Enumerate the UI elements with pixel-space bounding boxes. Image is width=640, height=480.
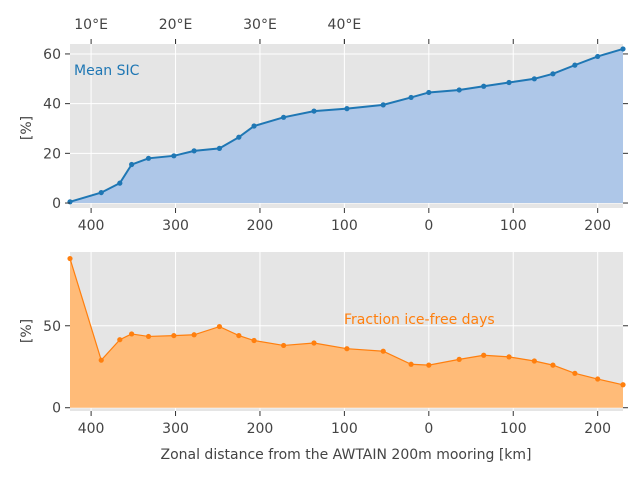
top-xtick-label: 100 xyxy=(331,218,358,234)
bottom-data-point xyxy=(550,362,556,368)
bottom-data-point xyxy=(117,337,123,343)
top-xtick-label: 0 xyxy=(424,218,433,234)
bottom-data-point xyxy=(456,356,462,362)
bottom-data-point xyxy=(129,331,135,337)
bottom-data-point xyxy=(481,352,487,358)
bottom-data-point xyxy=(171,332,177,339)
top-data-point xyxy=(572,62,578,68)
top-data-point xyxy=(236,134,242,140)
top-ytick-label: 40 xyxy=(43,97,61,113)
bottom-ytick-label: 0 xyxy=(52,401,61,417)
top-data-point xyxy=(216,145,223,151)
bottom-data-point xyxy=(344,346,350,352)
top-data-point xyxy=(251,123,257,129)
top-data-point xyxy=(550,71,556,77)
bottom-series-area xyxy=(70,258,623,408)
bottom-xtick-label: 100 xyxy=(331,421,358,437)
bottom-data-point xyxy=(98,357,104,363)
top-axis-tick-label: 30°E xyxy=(243,17,277,33)
bottom-data-point xyxy=(572,370,578,376)
top-data-point xyxy=(456,87,462,93)
bottom-data-point xyxy=(620,382,626,388)
top-data-point xyxy=(191,148,197,154)
bottom-xtick-label: 200 xyxy=(247,421,274,437)
bottom-series-line xyxy=(69,258,624,386)
top-panel-annotation: Mean SIC xyxy=(74,63,140,79)
bottom-xtick-label: 400 xyxy=(78,421,105,437)
top-series-line xyxy=(69,48,624,203)
bottom-data-point xyxy=(506,354,512,360)
top-data-point xyxy=(506,79,512,86)
top-data-point xyxy=(426,89,432,96)
bottom-xtick-label: 100 xyxy=(500,421,527,437)
bottom-data-point xyxy=(380,348,386,354)
top-panel-mean-sic: 400 300 200 100 0 100 200 0 20 40 60 10°E 20°E 30°E 40… xyxy=(43,17,628,234)
top-ytick-label: 20 xyxy=(43,146,61,162)
top-panel-ylabel: [%] xyxy=(19,116,35,140)
bottom-data-point xyxy=(426,362,432,368)
bottom-data-point xyxy=(145,333,152,340)
bottom-xtick-label: 300 xyxy=(162,421,189,437)
top-data-point xyxy=(145,155,152,161)
bottom-data-point xyxy=(531,358,537,364)
top-data-point xyxy=(98,189,104,196)
top-xtick-label: 100 xyxy=(500,218,527,234)
bottom-xtick-label: 0 xyxy=(424,421,433,437)
top-axis-tick-label: 40°E xyxy=(328,17,362,33)
bottom-data-point xyxy=(595,376,601,382)
top-data-point xyxy=(117,180,123,186)
bottom-data-point xyxy=(281,342,287,349)
bottom-data-point xyxy=(236,332,242,339)
top-data-point xyxy=(281,114,287,120)
bottom-panel-ylabel: [%] xyxy=(19,319,35,343)
top-axis-tick-label: 20°E xyxy=(159,17,193,33)
x-axis-label: Zonal distance from the AWTAIN 200m moor… xyxy=(160,447,531,463)
top-xtick-label: 200 xyxy=(584,218,611,234)
bottom-data-point xyxy=(408,361,414,367)
top-data-point xyxy=(595,53,601,60)
top-xtick-label: 300 xyxy=(162,218,189,234)
bottom-data-point xyxy=(311,340,317,346)
bottom-ytick-label: 50 xyxy=(43,319,61,335)
top-xtick-label: 200 xyxy=(247,218,274,234)
top-data-point xyxy=(67,199,73,205)
top-axis-tick-label: 10°E xyxy=(74,17,108,33)
top-data-point xyxy=(408,94,414,101)
bottom-data-point xyxy=(191,332,197,338)
top-data-point xyxy=(171,153,177,159)
bottom-panel-annotation: Fraction ice-free days xyxy=(344,312,495,328)
top-ytick-label: 60 xyxy=(43,47,61,63)
top-ytick-label: 0 xyxy=(52,196,61,212)
bottom-data-point xyxy=(216,323,223,330)
bottom-data-point xyxy=(251,337,257,344)
top-data-point xyxy=(311,108,317,114)
bottom-panel-ice-free-days: 400 300 200 100 0 100 200 0 50 xyxy=(43,252,628,437)
bottom-xtick-label: 200 xyxy=(584,421,611,437)
top-data-point xyxy=(344,106,350,112)
top-data-point xyxy=(620,46,626,52)
top-xtick-label: 400 xyxy=(78,218,105,234)
bottom-data-point xyxy=(67,255,73,262)
top-data-point xyxy=(481,83,487,89)
top-data-point xyxy=(129,161,135,168)
top-data-point xyxy=(531,76,537,82)
top-data-point xyxy=(380,102,386,108)
